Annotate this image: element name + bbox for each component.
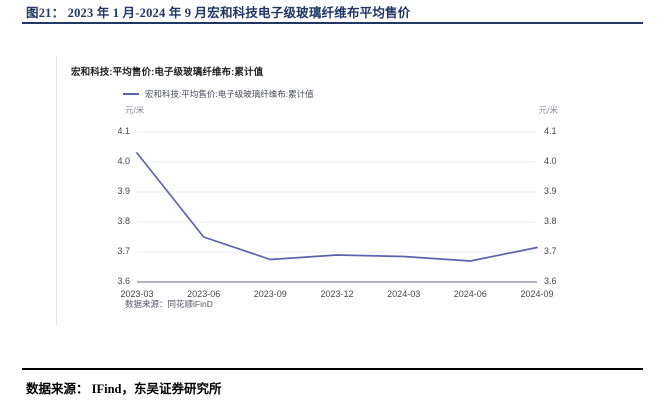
x-tick: 2023-03: [120, 289, 154, 299]
footer-divider: [22, 368, 643, 370]
y-tick-left: 4.1: [117, 126, 130, 136]
y-tick-right: 3.7: [544, 246, 557, 256]
chart-legend: 宏和科技:平均售价:电子级玻璃纤维布:累计值: [123, 88, 314, 100]
figure-caption: 图21： 2023 年 1 月-2024 年 9 月宏和科技电子级玻璃纤维布平均…: [26, 6, 411, 20]
chart-title: 宏和科技:平均售价:电子级玻璃纤维布:累计值: [71, 67, 264, 78]
y-tick-right: 4.0: [544, 156, 557, 166]
legend-line-swatch: [123, 93, 139, 95]
y-tick-left: 3.8: [117, 216, 130, 226]
y-tick-left: 3.9: [117, 186, 130, 196]
footer-source: 数据来源： IFind，东吴证券研究所: [26, 382, 222, 396]
x-tick: 2023-12: [320, 289, 354, 299]
x-tick: 2023-06: [187, 289, 221, 299]
gridlines: [137, 131, 537, 253]
x-tick: 2023-09: [253, 289, 287, 299]
y-tick-left: 4.0: [117, 156, 130, 166]
y-tick-left: 3.6: [117, 276, 130, 286]
legend-item-label: 宏和科技:平均售价:电子级玻璃纤维布:累计值: [145, 89, 314, 99]
caption-divider: [22, 22, 643, 24]
x-tick: 2024-06: [453, 289, 487, 299]
x-tick: 2024-03: [387, 289, 421, 299]
data-series-line: [136, 152, 538, 262]
y-tick-right: 3.8: [544, 216, 557, 226]
x-tick: 2024-09: [520, 289, 554, 299]
line-chart-svg: [136, 131, 538, 283]
chart-source-note: 数据来源：同花顺iFinD: [125, 299, 213, 309]
chart-panel: 宏和科技:平均售价:电子级玻璃纤维布:累计值 宏和科技:平均售价:电子级玻璃纤维…: [56, 56, 610, 326]
y-axis-unit-left: 元/米: [125, 105, 145, 115]
y-tick-left: 3.7: [117, 246, 130, 256]
y-tick-right: 3.9: [544, 186, 557, 196]
plot-area: 4.1 4.0 3.9 3.8 3.7 3.6 4.1 4.0 3.9 3.8 …: [117, 126, 556, 299]
y-tick-right: 4.1: [544, 126, 557, 136]
y-axis-unit-right: 元/米: [538, 105, 558, 115]
y-tick-right: 3.6: [544, 276, 557, 286]
